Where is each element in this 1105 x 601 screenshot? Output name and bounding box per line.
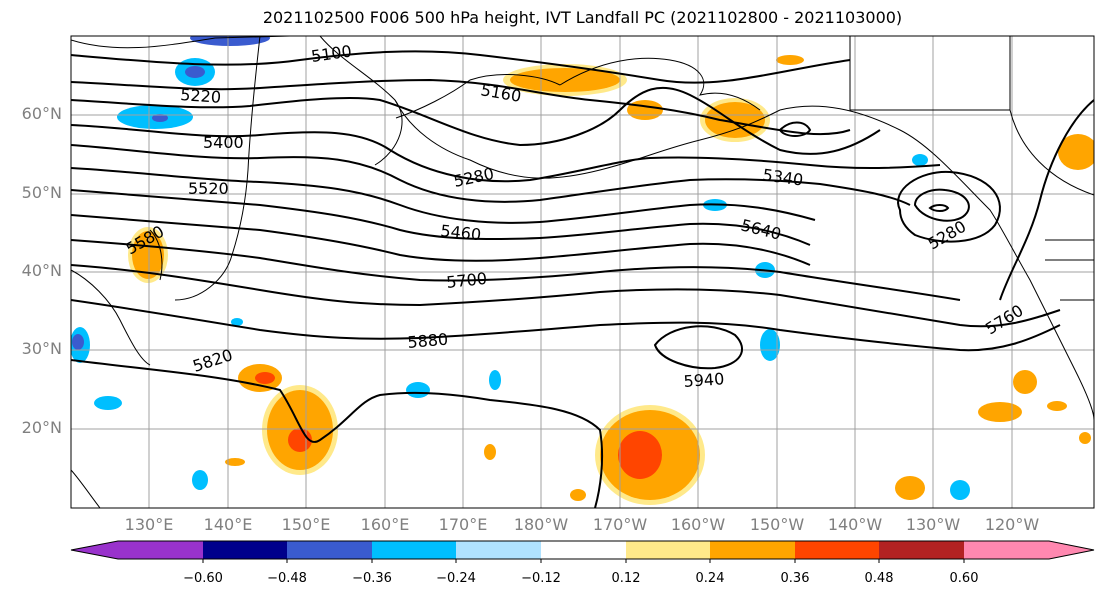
colorbar-tick-label: 0.36 — [780, 571, 810, 586]
colorbar-segment-3 — [287, 541, 372, 559]
lat-tick-50n: 50°N — [21, 183, 62, 202]
lat-tick-30n: 30°N — [21, 339, 62, 358]
colorbar-outline — [70, 540, 1095, 560]
colorbar-tick-label: −0.36 — [352, 571, 392, 586]
lat-tick-40n: 40°N — [21, 261, 62, 280]
lon-tick-120w: 120°W — [984, 515, 1040, 534]
colorbar-tick-label: −0.60 — [183, 571, 223, 586]
colorbar — [70, 540, 1095, 563]
colorbar-segment-9 — [795, 541, 879, 559]
lon-tick-170w: 170°W — [592, 515, 648, 534]
colorbar-segment-11 — [964, 541, 1049, 559]
colorbar-tick-label: 0.60 — [949, 571, 979, 586]
lon-tick-130w: 130°W — [905, 515, 961, 534]
colorbar-tick-label: −0.48 — [267, 571, 307, 586]
lon-tick-170e: 170°E — [438, 515, 488, 534]
colorbar-tick-label: −0.24 — [436, 571, 476, 586]
colorbar-tick-label: 0.24 — [695, 571, 725, 586]
colorbar-tick-label: −0.12 — [521, 571, 561, 586]
contour-label-5700: 5700 — [445, 269, 487, 292]
lon-tick-150w: 150°W — [749, 515, 805, 534]
map-title: 2021102500 F006 500 hPa height, IVT Land… — [262, 8, 903, 27]
coastlines — [71, 36, 1094, 508]
colorbar-segment-5 — [456, 541, 541, 559]
lat-tick-60n: 60°N — [21, 104, 62, 123]
lon-tick-180w: 180°W — [513, 515, 569, 534]
colorbar-extend-left — [71, 541, 118, 559]
contour-label-5400: 5400 — [203, 133, 244, 152]
lon-tick-160w: 160°W — [670, 515, 726, 534]
contour-label-5520: 5520 — [188, 179, 229, 198]
colorbar-segment-6 — [541, 541, 626, 559]
lon-tick-150e: 150°E — [281, 515, 331, 534]
lon-tick-140e: 140°E — [203, 515, 253, 534]
colorbar-segment-4 — [372, 541, 456, 559]
colorbar-extend-right — [1049, 541, 1094, 559]
lon-tick-160e: 160°E — [360, 515, 410, 534]
contour-label-5880: 5880 — [407, 330, 449, 352]
ivt-positive-shading — [128, 55, 1094, 505]
lon-tick-140w: 140°W — [827, 515, 883, 534]
colorbar-segment-8 — [710, 541, 795, 559]
plot-frame — [70, 35, 1095, 509]
contour-label-5460: 5460 — [440, 221, 482, 244]
graticule — [71, 36, 1094, 508]
lon-tick-130e: 130°E — [124, 515, 174, 534]
colorbar-tick-label: 0.12 — [611, 571, 641, 586]
colorbar-segment-7 — [626, 541, 710, 559]
colorbar-segment-1 — [118, 541, 203, 559]
contour-label-5220: 5220 — [180, 85, 222, 107]
contour-label-5940: 5940 — [683, 369, 725, 391]
colorbar-segment-10 — [879, 541, 964, 559]
lat-tick-20n: 20°N — [21, 418, 62, 437]
colorbar-segment-2 — [203, 541, 287, 559]
height-contours — [71, 50, 1094, 508]
colorbar-tick-label: 0.48 — [864, 571, 894, 586]
